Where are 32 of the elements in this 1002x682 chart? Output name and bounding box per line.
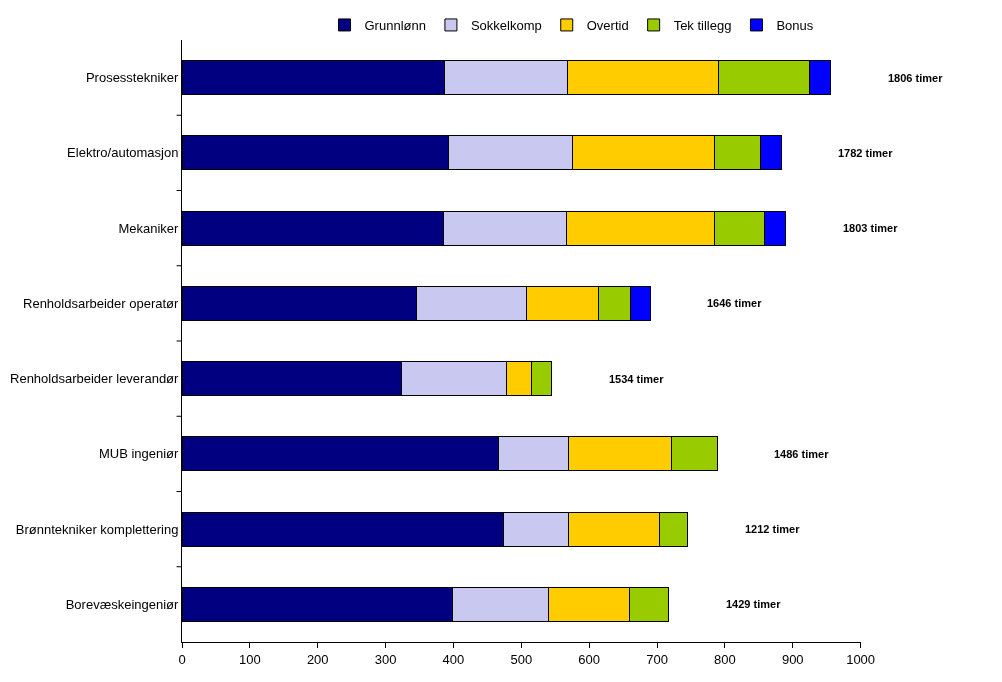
x-tick-label: 400 bbox=[442, 651, 465, 667]
annotation: 1782 timer bbox=[838, 147, 894, 159]
annotation: 1486 timer bbox=[774, 448, 830, 460]
legend-label: Bonus bbox=[776, 18, 814, 34]
legend-label: Overtid bbox=[586, 18, 629, 34]
x-tick-label: 0 bbox=[178, 651, 186, 667]
legend-label: Tek tillegg bbox=[673, 18, 732, 34]
x-tick-label: 100 bbox=[239, 651, 261, 667]
y-tick-label: Renholdsarbeider leverandør bbox=[10, 371, 180, 387]
x-tick-label: 200 bbox=[306, 651, 329, 667]
y-tick-label: MUB ingeniør bbox=[98, 446, 180, 462]
annotation: 1646 timer bbox=[707, 297, 763, 309]
legend-label: Sokkelkomp bbox=[470, 18, 542, 34]
x-tick-label: 300 bbox=[374, 651, 397, 667]
x-tick-label: 500 bbox=[510, 651, 533, 667]
text: 1806 timer bbox=[888, 72, 944, 84]
x-tick-label: 800 bbox=[714, 651, 736, 667]
annotation: 1212 timer bbox=[745, 523, 801, 535]
annotation: 1429 timer bbox=[726, 598, 782, 610]
y-tick-label: Renholdsarbeider operatør bbox=[23, 295, 180, 311]
x-tick-label: 700 bbox=[646, 651, 668, 667]
y-tick-label: Prosesstekniker bbox=[85, 70, 180, 86]
y-tick-label: Brønntekniker komplettering bbox=[15, 521, 179, 537]
x-tick-label: 1000 bbox=[846, 651, 876, 667]
annotation: 1803 timer bbox=[843, 222, 899, 234]
annotation: 1534 timer bbox=[609, 373, 665, 385]
y-tick-label: Mekaniker bbox=[118, 220, 180, 236]
x-tick-label: 600 bbox=[578, 651, 601, 667]
legend-label: Grunnlønn bbox=[364, 18, 426, 34]
y-tick-label: Borevæskeingeniør bbox=[65, 596, 180, 612]
x-tick-label: 900 bbox=[781, 651, 804, 667]
y-tick-label: Elektro/automasjon bbox=[67, 145, 179, 161]
